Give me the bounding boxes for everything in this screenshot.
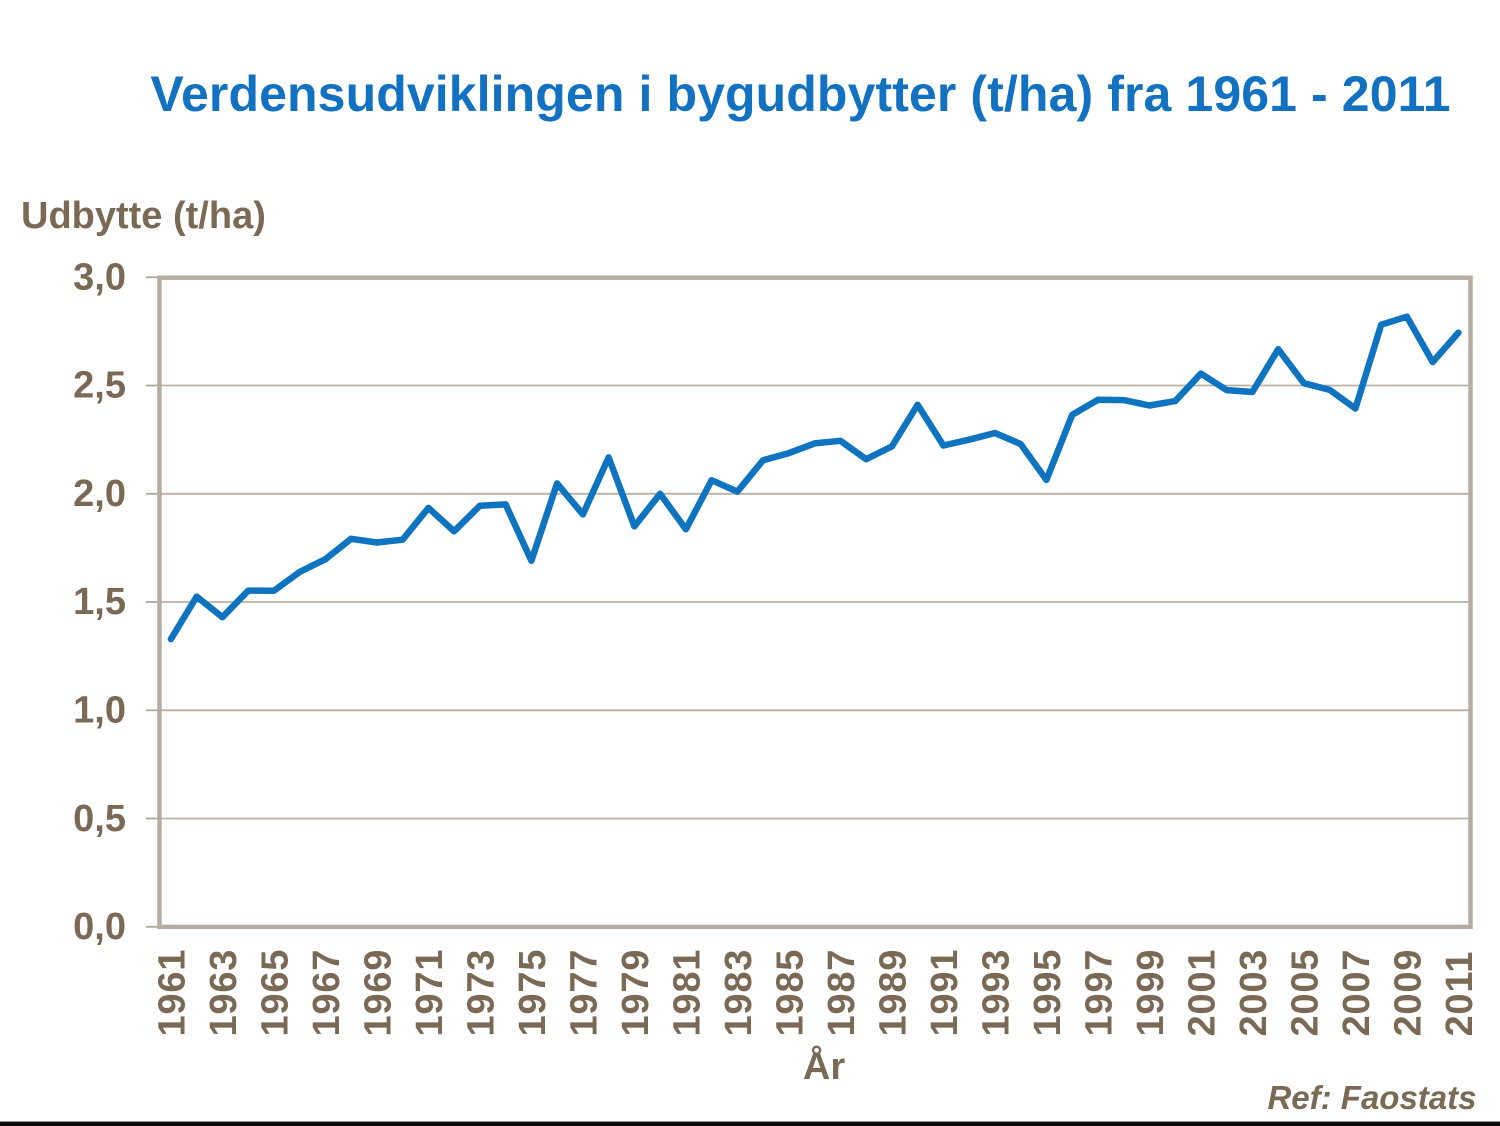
svg-text:3,0: 3,0: [73, 257, 126, 299]
svg-text:2,5: 2,5: [73, 365, 126, 407]
svg-text:1971: 1971: [409, 949, 451, 1037]
svg-text:1969: 1969: [357, 949, 399, 1037]
svg-text:1989: 1989: [872, 949, 914, 1037]
svg-text:1987: 1987: [821, 949, 863, 1037]
svg-text:1999: 1999: [1130, 949, 1172, 1037]
svg-text:1961: 1961: [151, 949, 193, 1037]
svg-text:0,5: 0,5: [73, 798, 126, 840]
svg-text:1,0: 1,0: [73, 690, 126, 732]
svg-text:1997: 1997: [1078, 949, 1120, 1037]
svg-text:1975: 1975: [512, 949, 554, 1037]
svg-text:0,0: 0,0: [73, 906, 126, 948]
svg-text:2011: 2011: [1439, 951, 1481, 1037]
svg-text:Verdensudviklingen i bygudbytt: Verdensudviklingen i bygudbytter (t/ha) …: [150, 66, 1450, 122]
svg-text:2,0: 2,0: [73, 473, 126, 515]
svg-text:1965: 1965: [254, 949, 296, 1037]
svg-text:Udbytte (t/ha): Udbytte (t/ha): [21, 195, 266, 237]
svg-text:År: År: [803, 1044, 845, 1088]
svg-text:1977: 1977: [563, 949, 605, 1037]
svg-text:1985: 1985: [769, 949, 811, 1037]
svg-text:1993: 1993: [975, 949, 1017, 1037]
svg-text:1979: 1979: [615, 949, 657, 1037]
svg-text:1973: 1973: [460, 949, 502, 1037]
svg-text:1995: 1995: [1027, 949, 1069, 1037]
svg-text:2003: 2003: [1233, 949, 1275, 1037]
svg-text:1963: 1963: [203, 949, 245, 1037]
svg-text:1991: 1991: [924, 949, 966, 1037]
svg-text:2007: 2007: [1336, 949, 1378, 1037]
svg-text:2005: 2005: [1284, 949, 1326, 1037]
svg-text:1983: 1983: [718, 949, 760, 1037]
svg-text:1,5: 1,5: [73, 581, 126, 623]
svg-text:2009: 2009: [1387, 949, 1429, 1037]
svg-text:Ref: Faostats: Ref: Faostats: [1267, 1079, 1476, 1116]
svg-text:2001: 2001: [1181, 949, 1223, 1037]
svg-text:1967: 1967: [306, 949, 348, 1037]
svg-text:1981: 1981: [666, 949, 708, 1037]
